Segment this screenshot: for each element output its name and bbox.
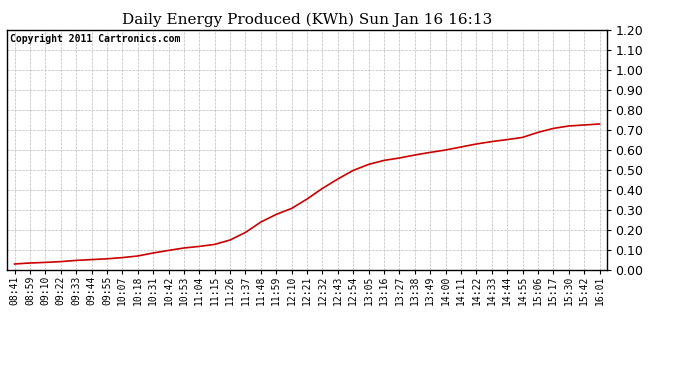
Text: Copyright 2011 Cartronics.com: Copyright 2011 Cartronics.com: [10, 34, 180, 44]
Title: Daily Energy Produced (KWh) Sun Jan 16 16:13: Daily Energy Produced (KWh) Sun Jan 16 1…: [122, 13, 492, 27]
